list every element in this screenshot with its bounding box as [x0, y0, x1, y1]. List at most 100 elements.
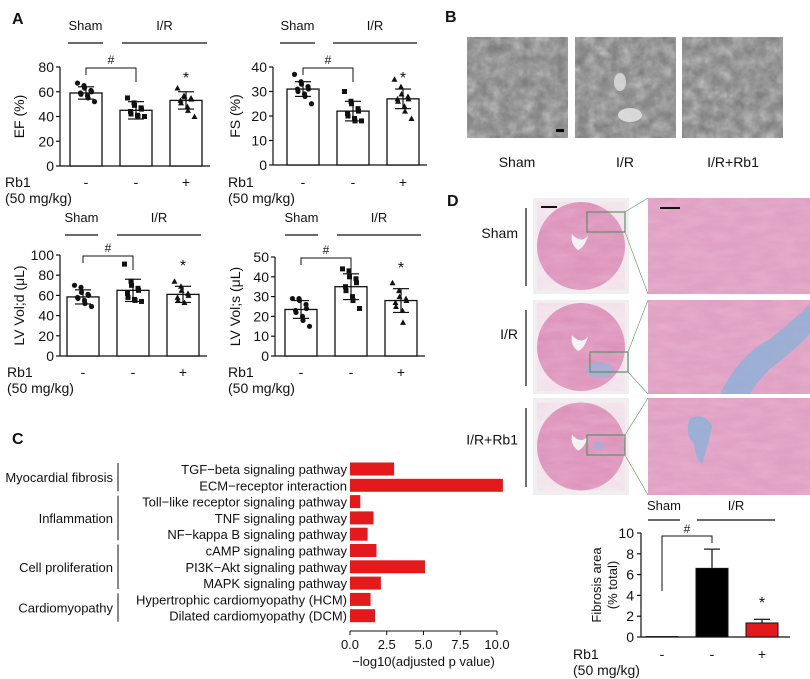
treatment-sign: -: [301, 174, 306, 190]
data-point: [300, 317, 306, 323]
data-point: [400, 319, 406, 325]
significance-bracket: [85, 67, 137, 82]
histology-row-1: I/R: [500, 299, 810, 395]
bar-7: [350, 576, 381, 590]
data-point: [405, 93, 411, 99]
data-point: [132, 102, 137, 108]
data-point: [181, 299, 188, 305]
x-tick-label: 0.0: [341, 637, 359, 652]
group-label-ir: I/R: [728, 498, 745, 513]
treatment-sign: -: [660, 646, 665, 662]
data-point: [81, 85, 88, 91]
zoom-connector: [624, 231, 649, 295]
significance-star: *: [400, 70, 406, 87]
treatment-sign: -: [349, 364, 354, 380]
y-tick-label: 100: [31, 247, 55, 263]
data-point: [75, 295, 81, 302]
dose-label: (50 mg/kg): [7, 380, 74, 396]
treatment-sign: +: [397, 364, 405, 380]
em-image-label: I/R: [616, 154, 634, 170]
y-tick-label: 30: [251, 84, 267, 100]
y-axis-label: EF (%): [11, 95, 27, 139]
data-point: [354, 280, 359, 286]
treatment-sign: -: [81, 364, 86, 380]
bar-1: [350, 478, 503, 492]
data-point: [398, 90, 405, 97]
data-point: [142, 114, 147, 119]
data-point: [85, 95, 91, 101]
y-tick-label: 80: [38, 267, 54, 283]
data-point: [353, 276, 359, 282]
chart-lvvols: Sham I/R 0 10 20 30 40 50 LV Vol;s (μL) # * Rb1(50 …: [227, 210, 425, 396]
scale-bar: [556, 129, 564, 132]
y-tick-label: 0: [46, 348, 54, 364]
data-point: [346, 268, 352, 274]
data-point: [389, 279, 396, 286]
zoom-box: [586, 211, 626, 233]
histology-row-0: Sham: [481, 197, 810, 295]
data-point: [289, 295, 296, 302]
category-label: TNF signaling pathway: [215, 511, 348, 526]
rb1-label: Rb1: [7, 364, 33, 380]
em-texture: [467, 37, 568, 138]
significance-bracket: [300, 257, 352, 272]
em-image-label: Sham: [499, 154, 536, 170]
bar-5: [350, 544, 377, 557]
group-label-sham: Sham: [69, 18, 103, 33]
bar-0: [69, 92, 103, 167]
y-tick-label: 40: [253, 269, 269, 285]
y-tick-label: 40: [38, 109, 54, 125]
fibrosis-area: [720, 304, 810, 394]
group-label-sham: Sham: [281, 18, 315, 33]
em-texture: [575, 37, 676, 138]
data-point: [343, 284, 348, 290]
data-point: [128, 111, 134, 117]
data-point: [399, 307, 406, 313]
dose-label: (50 mg/kg): [5, 190, 72, 206]
data-point: [171, 278, 178, 284]
y-tick-label: 2: [626, 608, 634, 624]
bar-1: [695, 567, 729, 638]
category-label: PI3K−Akt signaling pathway: [185, 560, 347, 575]
data-point: [402, 108, 408, 114]
zoom-connector: [624, 197, 649, 213]
data-point: [135, 114, 141, 119]
y-tick-label: 4: [626, 587, 634, 603]
data-point: [174, 294, 181, 300]
bar-6: [350, 560, 425, 574]
dose-label: (50 mg/kg): [228, 190, 295, 206]
fibrosis-area: [687, 416, 712, 464]
significance-hash: #: [325, 53, 332, 67]
em-texture: [682, 37, 783, 138]
zoom-box: [586, 434, 626, 456]
group-label-sham: Sham: [285, 210, 319, 225]
data-point: [359, 118, 364, 124]
bar-2: [350, 495, 361, 509]
data-point: [403, 297, 410, 304]
data-point: [181, 93, 188, 100]
data-point: [302, 93, 308, 99]
group-label-ir: I/R: [151, 210, 168, 225]
x-tick-label: 7.5: [451, 637, 469, 652]
zoom-connector: [624, 397, 649, 436]
y-axis-label: LV Vol;d (μL): [11, 265, 27, 345]
data-point: [178, 283, 184, 289]
data-point: [349, 101, 354, 107]
bar-2: [745, 622, 779, 638]
significance-bracket: [661, 535, 713, 591]
y-tick-label: 10: [253, 328, 269, 344]
group-label-ir: I/R: [367, 18, 384, 33]
bar-0: [286, 88, 320, 166]
data-point: [350, 294, 355, 300]
bar-3: [350, 511, 374, 525]
data-point: [139, 106, 144, 112]
y-axis-label: Fibrosis area: [589, 547, 604, 623]
group-label: Myocardial fibrosis: [5, 470, 113, 485]
data-point: [298, 81, 305, 87]
treatment-sign: -: [84, 174, 89, 190]
treatment-sign: +: [758, 646, 766, 662]
lumen: [571, 434, 588, 451]
significance-hash: #: [108, 53, 115, 67]
